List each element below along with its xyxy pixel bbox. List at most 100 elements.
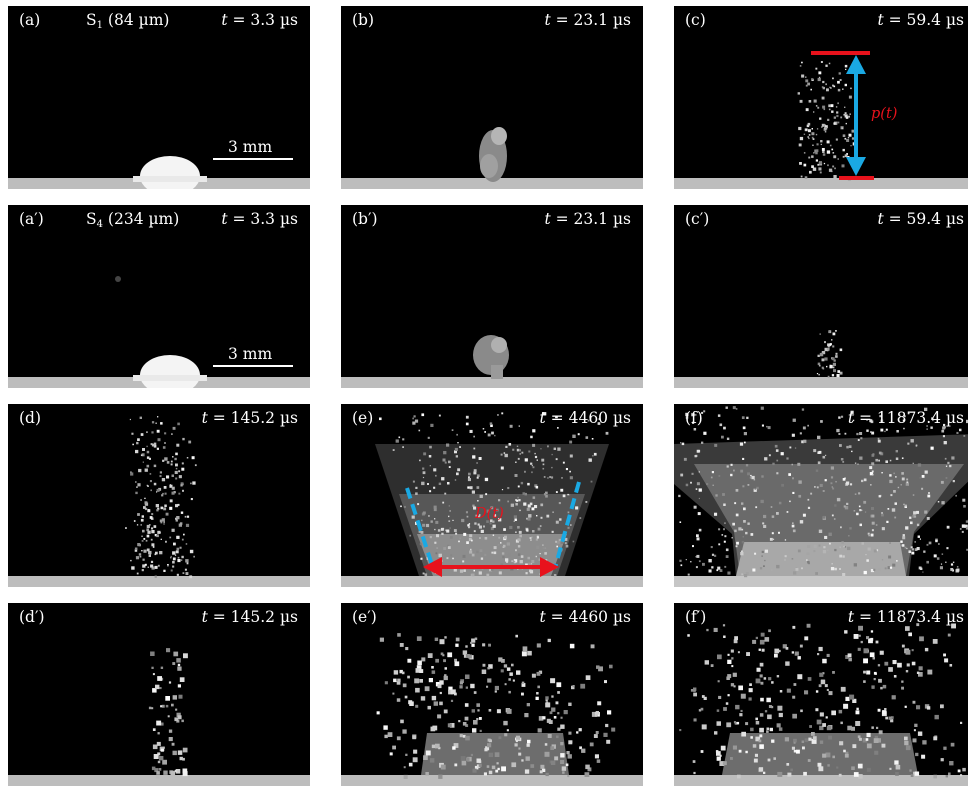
particle [807, 759, 811, 762]
particle [462, 560, 465, 563]
particle [502, 555, 505, 559]
set-label: S4 (234 µm) [86, 210, 180, 230]
particle [809, 170, 812, 174]
particle [182, 747, 188, 753]
particle [146, 524, 150, 529]
particle [685, 483, 689, 487]
particle [839, 444, 842, 447]
particle [455, 532, 458, 535]
particle [860, 640, 863, 644]
particle [529, 569, 532, 573]
particle [747, 484, 750, 486]
particle [488, 643, 491, 647]
particle [147, 509, 151, 513]
particle [532, 530, 535, 533]
particle [130, 559, 132, 562]
particle [758, 739, 762, 743]
particle [869, 652, 875, 658]
particle [589, 742, 594, 747]
particle [459, 681, 463, 685]
particle [590, 644, 595, 649]
particle [821, 126, 823, 128]
panel-e-prime: (e′) t = 4460 µs [341, 603, 643, 786]
particle [963, 505, 966, 508]
particle [161, 518, 165, 522]
particle [457, 442, 459, 444]
particle [863, 500, 867, 504]
particle [448, 466, 451, 468]
particle [755, 678, 761, 684]
particle [869, 472, 874, 476]
particle [514, 474, 518, 477]
particle [804, 176, 808, 179]
particle [521, 451, 524, 454]
particle [815, 149, 819, 153]
particle [889, 542, 891, 544]
particle [845, 122, 847, 125]
particle [771, 532, 774, 535]
particle [569, 643, 575, 649]
particle [863, 570, 867, 575]
particle [503, 452, 506, 454]
particle [827, 375, 830, 378]
particle [421, 481, 425, 486]
particle [558, 538, 561, 542]
particle [170, 569, 173, 572]
particle [718, 528, 721, 531]
panel-label: (b) [352, 11, 375, 29]
particle [454, 763, 458, 767]
particle [808, 134, 811, 136]
particle [144, 507, 148, 511]
panel-label: (c) [685, 11, 706, 29]
particle [696, 449, 700, 453]
particle [145, 539, 148, 542]
particle [469, 550, 473, 554]
particle [459, 734, 463, 738]
particle [875, 458, 878, 462]
particle [559, 518, 562, 521]
particle [696, 537, 700, 541]
particle [498, 499, 501, 502]
particle [875, 524, 878, 526]
particle [527, 739, 531, 744]
particle [435, 743, 440, 749]
particle [558, 502, 561, 505]
particle [746, 652, 750, 656]
particle [710, 546, 713, 549]
particle [842, 155, 845, 158]
particle [508, 690, 511, 694]
panel-e: (e) t = 4460 µs D(t) [341, 404, 643, 587]
particle [400, 719, 404, 724]
particle [768, 705, 772, 708]
particle [543, 493, 547, 496]
panel-c-prime: (c′) t = 59.4 µs [674, 205, 968, 388]
particle [444, 461, 447, 464]
particle [819, 740, 824, 744]
particle [473, 506, 477, 510]
particle [155, 422, 157, 424]
particle [437, 714, 442, 719]
particle [170, 557, 172, 559]
particle [817, 762, 822, 767]
particle [741, 416, 745, 419]
particle [529, 537, 532, 539]
particle [826, 88, 829, 92]
particle [749, 476, 752, 479]
particle [831, 110, 834, 113]
particle [177, 720, 180, 723]
particle [904, 736, 908, 741]
particle [703, 410, 706, 413]
particle [940, 758, 944, 762]
particle [956, 568, 960, 572]
particle [581, 748, 586, 753]
particle [770, 705, 774, 709]
particle [547, 638, 551, 643]
particle [778, 649, 781, 653]
particle [906, 478, 909, 481]
particle [448, 515, 450, 518]
particle [431, 666, 434, 669]
particle [169, 506, 173, 510]
particle [859, 456, 863, 460]
particle [754, 552, 757, 555]
particle [458, 720, 461, 723]
